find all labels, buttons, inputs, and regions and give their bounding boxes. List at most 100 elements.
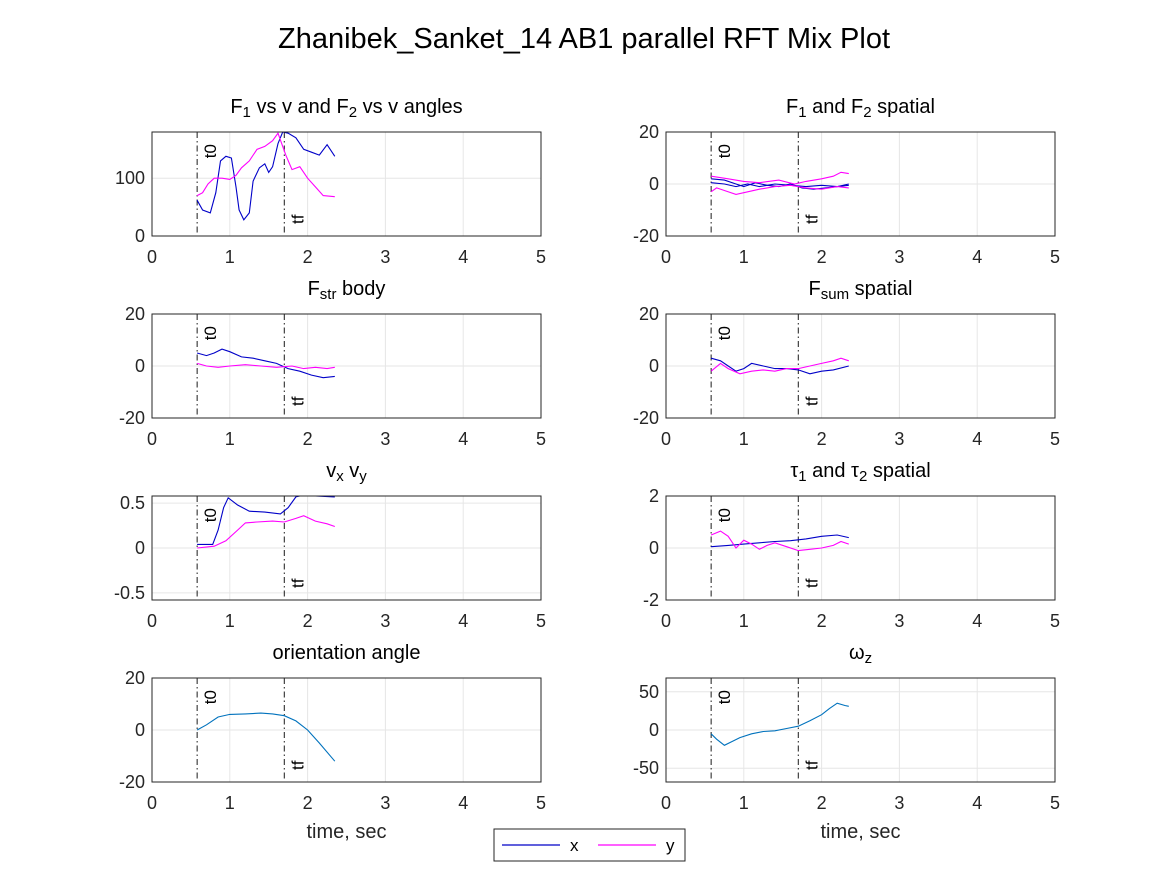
subplot-5-y-tick-label: 0.5 <box>120 493 145 513</box>
figure-title: Zhanibek_Sanket_14 AB1 parallel RFT Mix … <box>278 23 890 55</box>
subplot-8-y-tick-label: 0 <box>649 720 659 740</box>
subplot-5-y-tick-label: 0 <box>135 538 145 558</box>
subplot-2-x-tick-label: 0 <box>661 247 671 267</box>
subplot-1-series-x-1 <box>196 132 336 221</box>
subplot-8-x-tick-label: 4 <box>972 793 982 813</box>
subplot-3-x-tick-label: 2 <box>303 429 313 449</box>
subplot-1-series-y-2 <box>196 132 335 198</box>
subplot-6-x-tick-label: 4 <box>972 611 982 631</box>
subplot-4-x-tick-label: 2 <box>817 429 827 449</box>
subplot-3-x-tick-label: 1 <box>225 429 235 449</box>
subplot-7-x-tick-label: 0 <box>147 793 157 813</box>
subplot-7-x-tick-label: 5 <box>536 793 546 813</box>
subplot-2-axes-box <box>665 131 1056 237</box>
subplot-3-x-tick-label: 4 <box>458 429 468 449</box>
subplot-2-series-y-3 <box>711 171 849 185</box>
subplot-1-x-tick-label: 3 <box>380 247 390 267</box>
subplot-8-x-tick-label: 2 <box>817 793 827 813</box>
subplot-7-y-tick-label: 20 <box>125 668 145 688</box>
subplot-3-series-y-2 <box>196 362 335 370</box>
subplot-3-x-tick-label: 5 <box>536 429 546 449</box>
subplot-8-x-tick-label: 5 <box>1050 793 1060 813</box>
subplot-7-x-axis-label: time, sec <box>306 821 386 843</box>
subplot-3-axes-box <box>151 313 542 419</box>
subplot-6-y-tick-label: 0 <box>649 538 659 558</box>
subplot-1-x-tick-label: 1 <box>225 247 235 267</box>
subplot-5-series-y-2 <box>197 515 335 549</box>
subplot-3-title: Fstr body <box>308 278 386 303</box>
subplot-5-axes-box <box>151 495 542 601</box>
subplot-8-title: ωz <box>849 642 872 667</box>
subplot-7-x-tick-label: 4 <box>458 793 468 813</box>
subplot-3-x-tick-label: 3 <box>380 429 390 449</box>
subplot-6-series-x-1 <box>711 534 849 548</box>
subplot-4-x-tick-label: 1 <box>739 429 749 449</box>
subplot-2-t0-marker-label: t0 <box>715 144 734 158</box>
subplot-8-x-tick-label: 1 <box>739 793 749 813</box>
subplot-7-series-single-1 <box>196 712 336 762</box>
subplot-7-axes-box <box>151 677 542 783</box>
subplot-2-x-tick-label: 5 <box>1050 247 1060 267</box>
subplot-8-y-tick-label: 50 <box>639 682 659 702</box>
subplot-6-series-y-2 <box>710 530 849 552</box>
subplot-5-tf-marker-label: tf <box>288 578 307 588</box>
subplot-2-y-tick-label: 0 <box>649 174 659 194</box>
subplot-5-x-tick-label: 5 <box>536 611 546 631</box>
subplot-7-x-tick-label: 1 <box>225 793 235 813</box>
subplot-8-series-single-1 <box>710 702 849 746</box>
subplot-5-series-x-1 <box>197 496 335 545</box>
subplot-8-t0-marker-label: t0 <box>715 690 734 704</box>
subplot-2-title: F1 and F2 spatial <box>786 96 935 121</box>
subplot-6-tf-marker-label: tf <box>802 578 821 588</box>
subplot-7-title: orientation angle <box>273 642 421 664</box>
subplot-5-t0-marker-label: t0 <box>201 508 220 522</box>
subplot-4-axes-box <box>665 313 1056 419</box>
subplot-2-x-tick-label: 4 <box>972 247 982 267</box>
subplot-7-x-tick-label: 2 <box>303 793 313 813</box>
subplot-7-tf-marker-label: tf <box>288 760 307 770</box>
subplot-8-x-tick-label: 3 <box>894 793 904 813</box>
legend-y-label: y <box>666 836 675 855</box>
subplot-4-t0-marker-label: t0 <box>715 326 734 340</box>
subplot-2-y-tick-label: 20 <box>639 122 659 142</box>
legend-x-label: x <box>570 836 579 855</box>
subplot-1-x-tick-label: 5 <box>536 247 546 267</box>
subplot-8-axes-box <box>665 677 1056 783</box>
subplot-1-y-tick-label: 100 <box>115 168 145 188</box>
subplot-6-x-tick-label: 2 <box>817 611 827 631</box>
subplot-3-x-tick-label: 0 <box>147 429 157 449</box>
subplot-5-x-tick-label: 3 <box>380 611 390 631</box>
subplot-4-title: Fsum spatial <box>809 278 913 303</box>
subplot-4-x-tick-label: 0 <box>661 429 671 449</box>
subplot-4-tf-marker-label: tf <box>802 396 821 406</box>
subplot-5-y-tick-label: -0.5 <box>114 583 145 603</box>
subplot-8-tf-marker-label: tf <box>802 760 821 770</box>
subplot-6-x-tick-label: 0 <box>661 611 671 631</box>
subplot-2-x-tick-label: 2 <box>817 247 827 267</box>
subplot-8-x-tick-label: 0 <box>661 793 671 813</box>
subplot-4-x-tick-label: 4 <box>972 429 982 449</box>
subplot-3-y-tick-label: -20 <box>119 408 145 428</box>
subplot-2-x-tick-label: 1 <box>739 247 749 267</box>
subplot-6-y-tick-label: -2 <box>643 590 659 610</box>
subplot-7-y-tick-label: -20 <box>119 772 145 792</box>
subplot-6-t0-marker-label: t0 <box>715 508 734 522</box>
subplot-1-title: F1 vs v and F2 vs v angles <box>230 96 462 121</box>
subplot-6-x-tick-label: 5 <box>1050 611 1060 631</box>
subplot-5-x-tick-label: 1 <box>225 611 235 631</box>
subplot-4-series-x-1 <box>710 357 849 375</box>
subplot-6-axes-box <box>665 495 1056 601</box>
subplot-2-series-y-4 <box>710 184 849 195</box>
subplot-5-x-tick-label: 4 <box>458 611 468 631</box>
subplot-6-x-tick-label: 3 <box>894 611 904 631</box>
subplot-4-series-y-2 <box>710 357 849 375</box>
subplot-4-y-tick-label: 0 <box>649 356 659 376</box>
subplot-8-y-tick-label: -50 <box>633 758 659 778</box>
